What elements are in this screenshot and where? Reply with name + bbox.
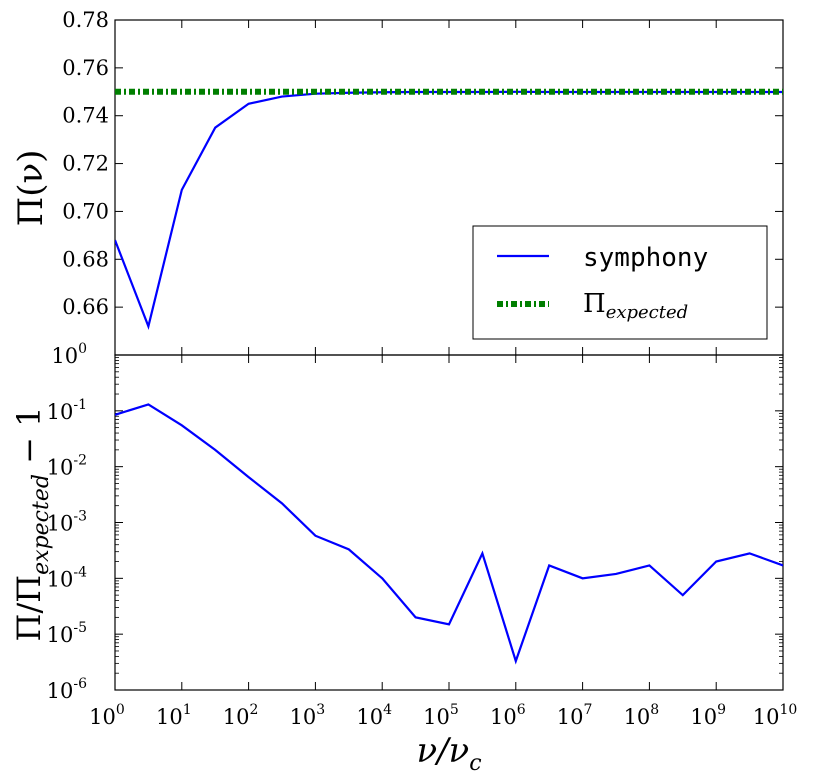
bottom-x-tick-label: 100 bbox=[89, 702, 125, 729]
bottom-y-tick-label: 100 bbox=[51, 341, 87, 368]
axis-labels: Π(ν) Π/Πexpected − 1 ν/νc bbox=[10, 150, 482, 776]
top-y-tick-label: 0.72 bbox=[62, 152, 109, 176]
top-y-tick-label: 0.70 bbox=[62, 199, 109, 223]
bottom-x-tick-label: 102 bbox=[223, 702, 259, 729]
bottom-y-tick-label: 10-2 bbox=[47, 453, 87, 480]
bottom-x-tick-label: 103 bbox=[290, 702, 326, 729]
bottom-y-tick-label: 10-6 bbox=[47, 676, 87, 703]
bottom-y-tick-label: 10-5 bbox=[47, 620, 87, 647]
bottom-x-tick-label: 108 bbox=[624, 702, 660, 729]
series-ratio-line bbox=[115, 403, 783, 665]
bottom-x-tick-label: 1010 bbox=[753, 702, 798, 729]
bottom-x-tick-label: 105 bbox=[423, 702, 459, 729]
top-y-tick-label: 0.66 bbox=[62, 295, 109, 319]
legend-box bbox=[472, 225, 768, 340]
top-y-tick-label: 0.74 bbox=[62, 104, 109, 128]
top-y-axis-label: Π(ν) bbox=[11, 150, 51, 227]
bottom-x-tick-label: 101 bbox=[156, 702, 192, 729]
bottom-y-tick-label: 10-1 bbox=[47, 397, 87, 424]
bottom-y-tick-label: 10-3 bbox=[47, 509, 87, 536]
top-y-tick-label: 0.78 bbox=[62, 8, 109, 32]
bottom-x-tick-label: 106 bbox=[490, 702, 526, 729]
legend: symphony Πexpected bbox=[472, 225, 768, 340]
bottom-y-tick-label: 10-4 bbox=[47, 564, 87, 591]
bottom-x-tick-label: 104 bbox=[356, 702, 392, 729]
x-axis-label: ν/νc bbox=[416, 731, 481, 776]
bottom-panel: 10-6 10-5 10-4 10-3 10-2 10-1 100 100 101 102 103 1… bbox=[47, 341, 798, 729]
top-y-tick-label: 0.76 bbox=[62, 56, 109, 80]
bottom-plot-frame bbox=[114, 354, 784, 691]
bottom-x-tick-label: 109 bbox=[690, 702, 726, 729]
bottom-y-axis-label: Π/Πexpected − 1 bbox=[10, 407, 54, 642]
top-panel: 0.66 0.68 0.70 0.72 0.74 0.76 0.78 bbox=[62, 8, 784, 356]
top-y-tick-label: 0.68 bbox=[62, 247, 109, 271]
bottom-x-tick-label: 107 bbox=[557, 702, 593, 729]
legend-expected-label: Πexpected bbox=[583, 289, 688, 323]
legend-symphony-label: symphony bbox=[583, 243, 708, 273]
